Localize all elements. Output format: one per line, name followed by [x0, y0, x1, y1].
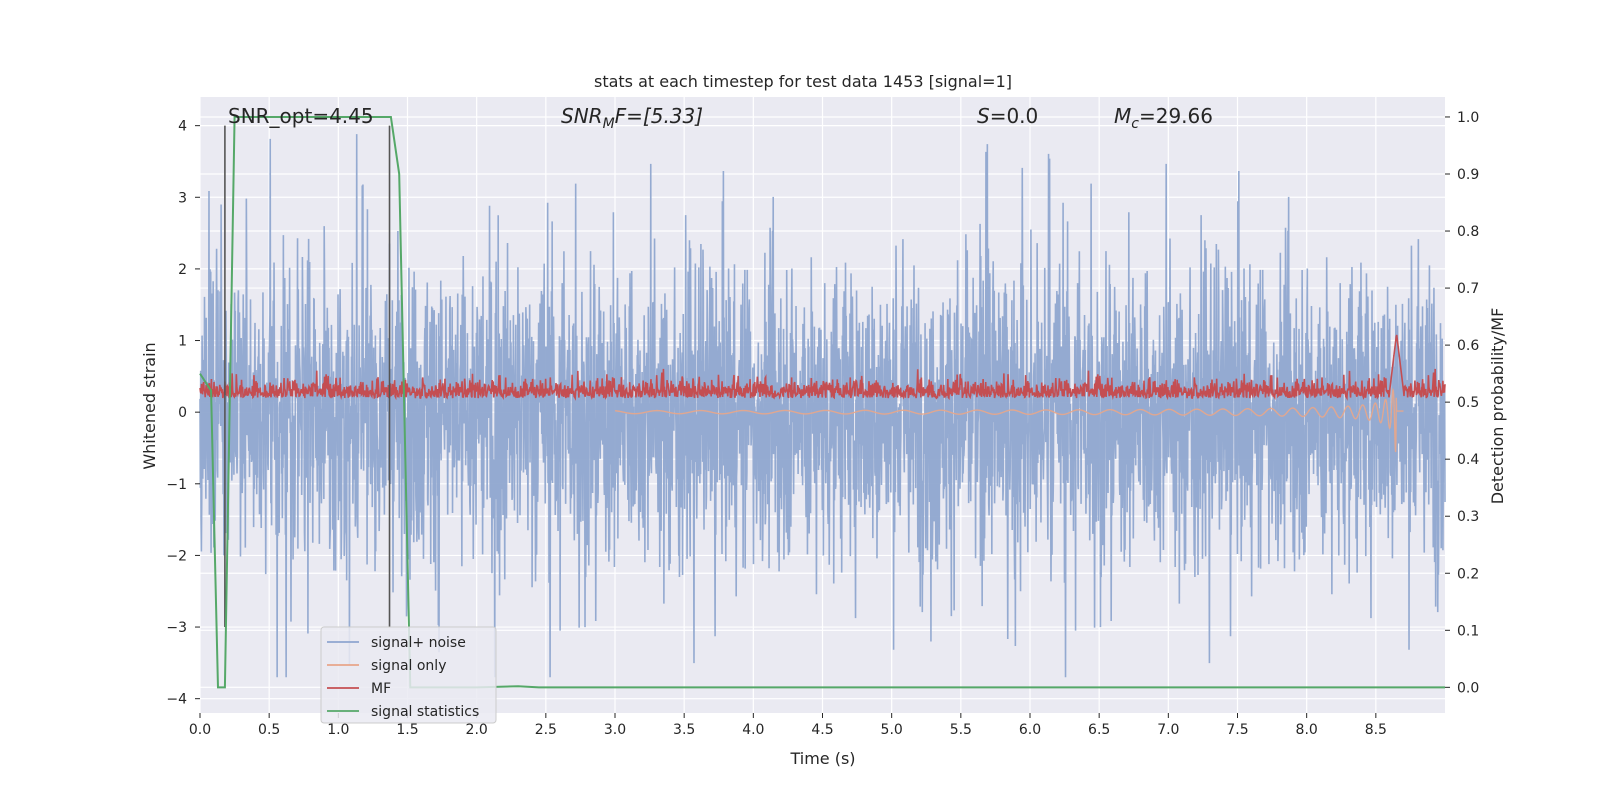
y-right-tick-label: 0.6 — [1457, 338, 1479, 354]
x-tick-label: 6.0 — [1019, 722, 1041, 738]
legend-label-0: signal+ noise — [371, 635, 466, 651]
legend-label-2: MF — [371, 681, 391, 697]
mc-sub: c — [1131, 116, 1139, 132]
y-left-tick-label: 2 — [178, 262, 187, 278]
series-signal-statistics — [199, 115, 1445, 689]
legend: signal+ noise signal only MF signal statist… — [320, 626, 497, 724]
x-axis-label: Time (s) — [789, 749, 855, 768]
y-right-tick-label: 0.3 — [1457, 509, 1479, 525]
legend-box — [320, 626, 497, 724]
x-tick-label: 7.0 — [1157, 722, 1179, 738]
snr-mf-sub: M — [603, 116, 615, 132]
y-left-tick-label: 0 — [178, 405, 187, 421]
signal-noise-line — [199, 134, 1446, 678]
y-right-tick-label: 0.5 — [1457, 395, 1479, 411]
snr-mf-rest: F=[5.33] — [615, 104, 703, 128]
annotation-mc: Mc=29.66 — [1114, 104, 1213, 132]
x-tick-label: 1.0 — [327, 722, 349, 738]
series-mf — [199, 334, 1446, 401]
y-axis-right-label: Detection probability/MF — [1488, 308, 1507, 505]
axis-ticks: 0.0 0.5 1.0 1.5 2.0 2.5 3.0 3.5 4.0 4.5 5.0 5.5 6.0 6… — [166, 110, 1479, 738]
vertical-markers — [224, 125, 391, 628]
y-left-tick-label: 3 — [178, 190, 187, 206]
mf-line — [199, 334, 1446, 401]
y-left-tick-label: −2 — [166, 548, 187, 564]
y-right-tick-label: 0.0 — [1457, 680, 1479, 696]
annotation-snr-opt: SNR_opt=4.45 — [228, 104, 374, 128]
y-right-tick-label: 0.2 — [1457, 566, 1479, 582]
y-right-tick-label: 1.0 — [1457, 110, 1479, 126]
x-tick-label: 3.0 — [604, 722, 626, 738]
x-tick-label: 4.5 — [811, 722, 833, 738]
y-right-tick-label: 0.9 — [1457, 167, 1479, 183]
chart-title: stats at each timestep for test data 145… — [594, 72, 1012, 91]
mc-italic: M — [1114, 104, 1131, 128]
x-tick-label: 6.5 — [1088, 722, 1110, 738]
annotation-s: S=0.0 — [977, 104, 1038, 128]
signal-only-line — [614, 387, 1404, 453]
mc-rest: =29.66 — [1139, 104, 1213, 128]
s-rest: =0.0 — [990, 104, 1039, 128]
signal-statistics-line — [199, 115, 1445, 689]
y-left-tick-label: −1 — [166, 477, 187, 493]
series-signal-only — [614, 387, 1404, 453]
s-italic: S — [977, 104, 990, 128]
y-right-tick-label: 0.1 — [1457, 623, 1479, 639]
y-left-tick-label: 1 — [178, 334, 187, 350]
x-tick-label: 2.0 — [466, 722, 488, 738]
y-left-tick-label: 4 — [178, 119, 187, 135]
series-signal-noise — [199, 134, 1446, 678]
legend-label-3: signal statistics — [371, 704, 479, 720]
legend-label-1: signal only — [371, 658, 446, 674]
x-tick-label: 3.5 — [673, 722, 695, 738]
x-tick-label: 4.0 — [742, 722, 764, 738]
x-tick-label: 5.0 — [881, 722, 903, 738]
y-right-tick-label: 0.8 — [1457, 224, 1479, 240]
y-right-tick-label: 0.4 — [1457, 452, 1479, 468]
x-tick-label: 8.5 — [1365, 722, 1387, 738]
x-tick-label: 5.5 — [950, 722, 972, 738]
x-tick-label: 7.5 — [1226, 722, 1248, 738]
annotation-snr-mf: SNRMF=[5.33] — [561, 104, 703, 132]
x-tick-label: 0.0 — [189, 722, 211, 738]
x-tick-label: 2.5 — [535, 722, 557, 738]
y-left-tick-label: −4 — [166, 692, 187, 708]
x-tick-label: 8.0 — [1296, 722, 1318, 738]
y-axis-left-label: Whitened strain — [140, 342, 159, 469]
x-tick-label: 1.5 — [396, 722, 418, 738]
snr-mf-italic: SNR — [561, 104, 603, 128]
x-tick-label: 0.5 — [258, 722, 280, 738]
y-right-tick-label: 0.7 — [1457, 281, 1479, 297]
y-left-tick-label: −3 — [166, 620, 187, 636]
